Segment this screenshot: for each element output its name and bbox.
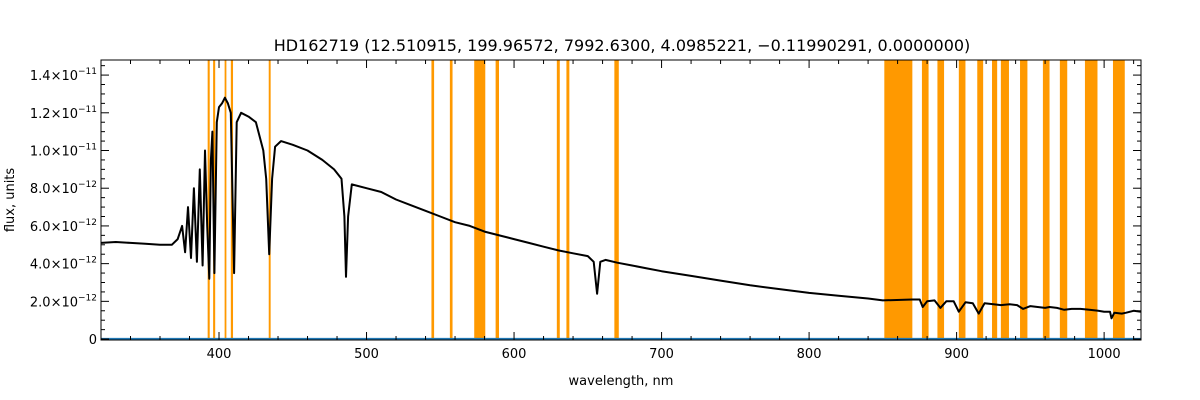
y-tick-label: 1.0×10−11 bbox=[30, 143, 97, 160]
masked-band-9 bbox=[556, 60, 560, 340]
masked-band-18 bbox=[1000, 60, 1009, 340]
masked-band-23 bbox=[1112, 60, 1125, 340]
axis-ticks: 400 500 600 700 800 900 1000 0 2.0×10−12 4.0×10−1… bbox=[30, 60, 1141, 362]
masked-band-14 bbox=[937, 60, 945, 340]
series-spectrum-line bbox=[100, 96, 1142, 320]
masked-band-8 bbox=[495, 60, 500, 340]
x-axis-label: wavelength, nm bbox=[569, 374, 674, 389]
x-tick-label: 700 bbox=[649, 347, 674, 362]
y-tick-label: 2.0×10−12 bbox=[30, 293, 97, 310]
chart-title: HD162719 (12.510915, 199.96572, 7992.630… bbox=[274, 36, 971, 55]
x-tick-label: 1000 bbox=[1088, 347, 1121, 362]
y-tick-label: 8.0×10−12 bbox=[30, 180, 97, 197]
masked-band-7 bbox=[474, 60, 486, 340]
y-tick-label: 0 bbox=[89, 333, 97, 348]
y-axis-label: flux, units bbox=[3, 168, 18, 233]
masked-band-12 bbox=[884, 60, 913, 340]
y-tick-label: 1.4×10−11 bbox=[30, 67, 97, 84]
masked-band-16 bbox=[977, 60, 984, 340]
masked-band-2 bbox=[224, 60, 227, 340]
y-tick-label: 6.0×10−12 bbox=[30, 218, 97, 235]
x-tick-label: 400 bbox=[207, 347, 232, 362]
masked-band-6 bbox=[449, 60, 453, 340]
masked-band-22 bbox=[1084, 60, 1098, 340]
series-layer bbox=[100, 96, 1142, 341]
masked-band-17 bbox=[992, 60, 998, 340]
masked-band-21 bbox=[1059, 60, 1068, 340]
plot-frame bbox=[100, 59, 1142, 341]
masked-band-19 bbox=[1020, 60, 1028, 340]
masked-band-5 bbox=[431, 60, 435, 340]
x-tick-label: 900 bbox=[944, 347, 969, 362]
masked-band-15 bbox=[958, 60, 966, 340]
y-tick-label: 1.2×10−11 bbox=[30, 105, 97, 122]
x-tick-label: 600 bbox=[502, 347, 527, 362]
masked-band-4 bbox=[268, 60, 271, 340]
masked-band-0 bbox=[207, 60, 210, 340]
x-tick-label: 800 bbox=[797, 347, 822, 362]
masked-band-11 bbox=[614, 60, 619, 340]
masked-band-13 bbox=[921, 60, 929, 340]
x-tick-label: 500 bbox=[354, 347, 379, 362]
masked-band-20 bbox=[1042, 60, 1050, 340]
masked-band-10 bbox=[566, 60, 570, 340]
y-tick-label: 4.0×10−12 bbox=[30, 256, 97, 273]
masked-bands bbox=[207, 60, 1125, 340]
